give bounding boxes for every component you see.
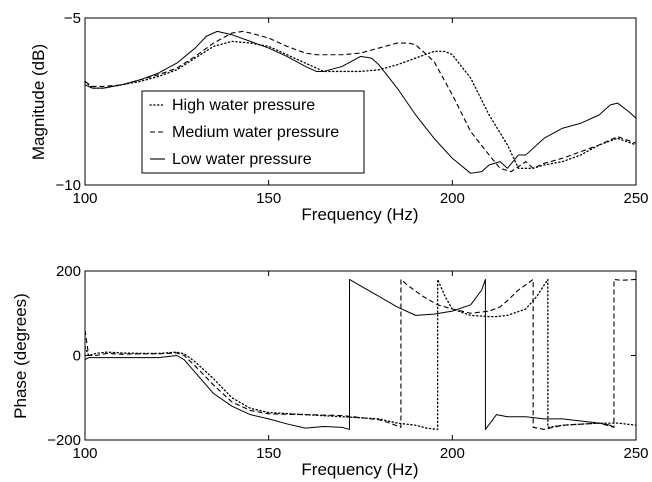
phase-series <box>84 278 637 431</box>
legend-label-high: High water pressure <box>172 97 315 114</box>
magnitude-x-tick-label: 150 <box>256 190 281 207</box>
legend-box <box>141 90 365 174</box>
phase-ticks <box>84 270 637 441</box>
phase-x-tick-label: 150 <box>256 445 281 462</box>
phase-x-tick-label: 200 <box>440 445 465 462</box>
phase-y-tick-label: 0 <box>73 348 81 365</box>
phase-y-tick-label: 200 <box>56 263 81 280</box>
magnitude-x-axis-label: Frequency (Hz) <box>301 205 418 224</box>
magnitude-series <box>84 30 637 174</box>
magnitude-ticks <box>84 17 637 186</box>
magnitude-plot: 100 150 200 250 −5 −10 Frequency (Hz) Magnitu… <box>29 10 649 224</box>
phase-tick-labels: 100 150 200 250 200 0 −200 <box>47 263 648 462</box>
phase-x-tick-label: 100 <box>72 445 97 462</box>
magnitude-series-low-line <box>84 30 637 174</box>
magnitude-y-tick-label: −10 <box>56 177 81 194</box>
magnitude-y-axis-label: Magnitude (dB) <box>29 44 48 160</box>
magnitude-x-tick-label: 100 <box>72 190 97 207</box>
magnitude-x-tick-label: 200 <box>440 190 465 207</box>
phase-series-medium-line <box>84 278 637 430</box>
phase-x-tick-label: 250 <box>623 445 648 462</box>
phase-y-tick-label: −200 <box>47 432 81 449</box>
phase-plot: 100 150 200 250 200 0 −200 Frequency (Hz) Phas… <box>11 263 649 479</box>
phase-series-high-line <box>84 278 637 431</box>
phase-series-low-line <box>84 278 615 430</box>
legend-label-medium: Medium water pressure <box>172 124 339 141</box>
magnitude-tick-labels: 100 150 200 250 −5 −10 <box>56 10 649 207</box>
phase-plot-frame <box>84 270 637 441</box>
legend-label-low: Low water pressure <box>172 151 312 168</box>
phase-y-axis-label: Phase (degrees) <box>11 293 30 419</box>
phase-x-axis-label: Frequency (Hz) <box>301 460 418 479</box>
legend: High water pressure Medium water pressur… <box>141 90 365 174</box>
magnitude-x-tick-label: 250 <box>623 190 648 207</box>
magnitude-plot-frame <box>84 17 637 186</box>
magnitude-y-tick-label: −5 <box>64 10 81 27</box>
